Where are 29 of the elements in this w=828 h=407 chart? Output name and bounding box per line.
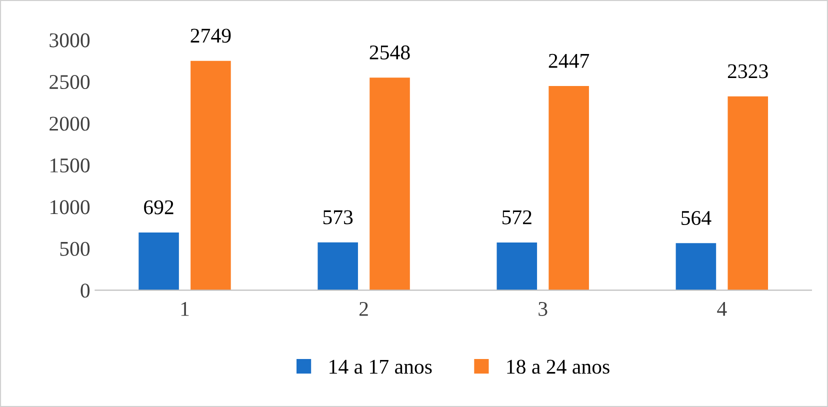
bar	[728, 96, 768, 290]
x-tick-label: 2	[360, 302, 368, 316]
y-tick-label: 1500	[50, 158, 90, 172]
bar	[496, 242, 538, 290]
legend-label: 18 a 24 anos	[507, 360, 610, 374]
data-label: 564	[682, 211, 712, 226]
x-tick-label: 4	[717, 302, 727, 316]
y-tick-label: 2000	[50, 116, 90, 131]
bar	[548, 86, 589, 290]
data-label: 2323	[728, 64, 768, 78]
x-tick-label: 1	[181, 302, 189, 316]
y-tick-label: 1000	[50, 200, 90, 214]
x-tick-label: 3	[538, 302, 548, 316]
legend-label: 14 a 17 anos	[330, 360, 432, 374]
bar	[370, 78, 410, 290]
data-label: 572	[502, 210, 532, 224]
y-tick-label: 0	[80, 284, 90, 298]
bar	[676, 243, 716, 290]
data-label: 2749	[190, 28, 231, 43]
data-label: 573	[323, 210, 353, 224]
data-label: 692	[144, 200, 174, 214]
bar	[318, 242, 358, 290]
bar	[138, 232, 179, 290]
y-tick-label: 2500	[50, 74, 90, 90]
data-label: 2548	[370, 45, 410, 60]
bar	[190, 60, 231, 290]
y-tick-label: 500	[60, 242, 90, 256]
y-tick-label: 3000	[50, 33, 90, 48]
data-label: 2447	[548, 54, 590, 68]
